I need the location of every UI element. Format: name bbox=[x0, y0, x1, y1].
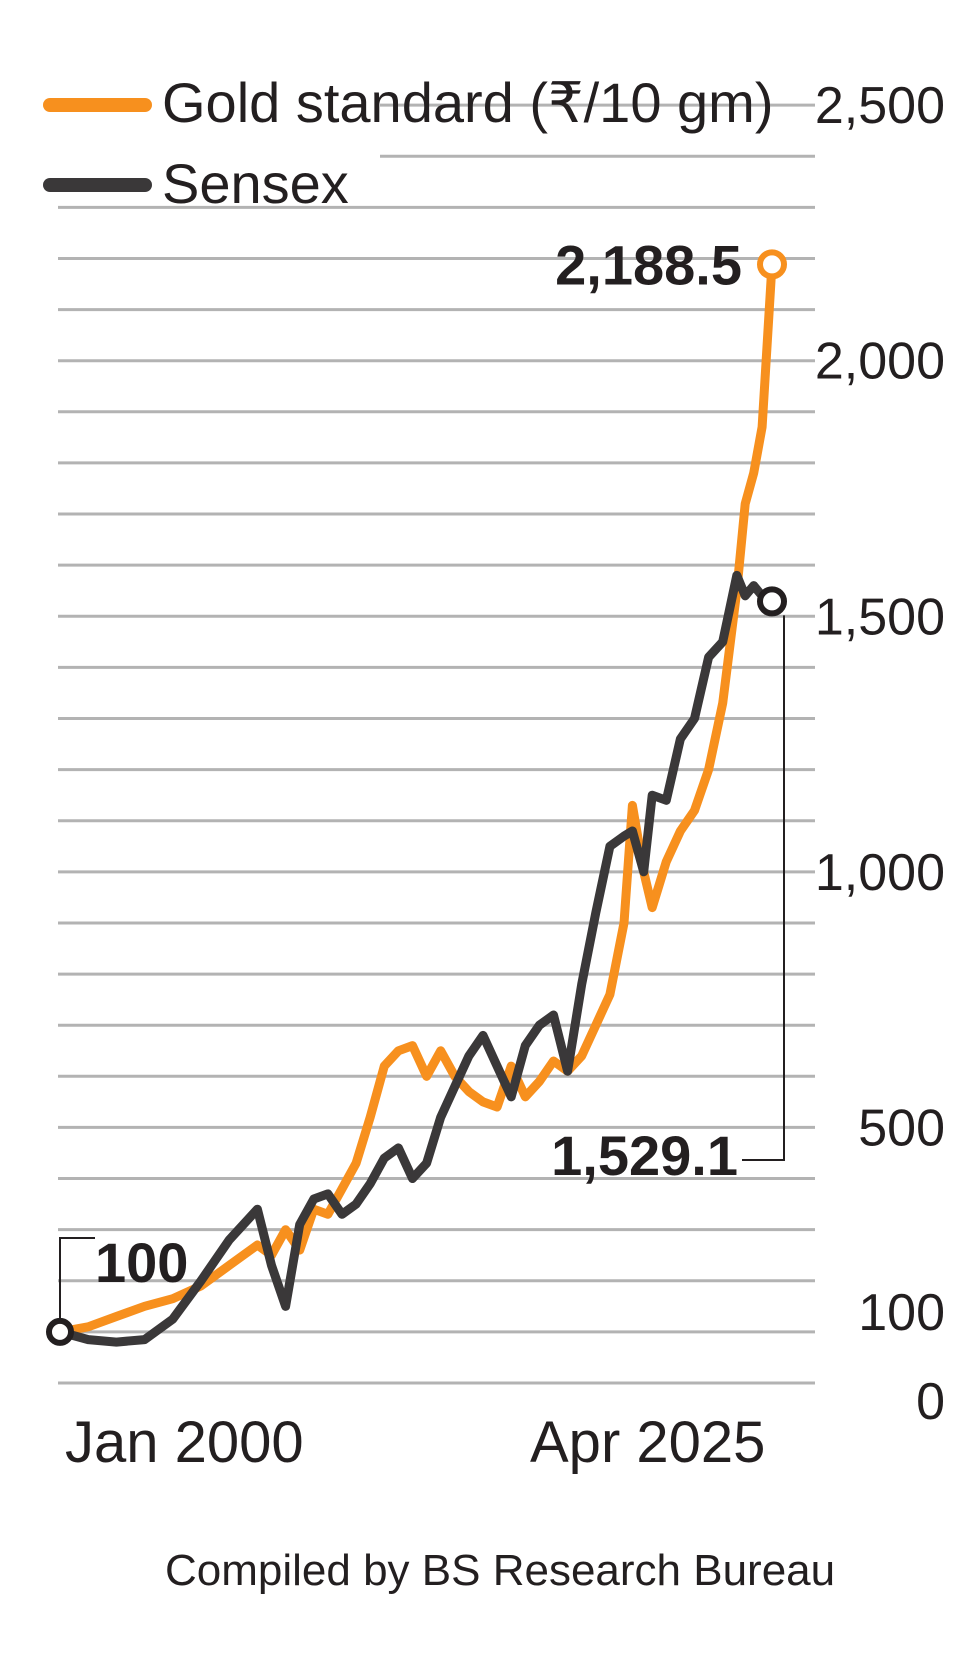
series-line-sensex bbox=[55, 570, 777, 1347]
y-tick-label: 2,500 bbox=[815, 77, 945, 135]
start-leader-line bbox=[59, 1237, 95, 1320]
gridlines bbox=[58, 103, 815, 1385]
x-axis-ticks: Jan 2000 Apr 2025 bbox=[65, 1410, 765, 1475]
source-note: Compiled by BS Research Bureau bbox=[165, 1546, 835, 1595]
legend-label-gold: Gold standard (₹/10 gm) bbox=[162, 71, 773, 134]
y-tick-label: 2,000 bbox=[815, 333, 945, 391]
x-tick-label-start: Jan 2000 bbox=[65, 1410, 304, 1475]
sensex-leader-line bbox=[742, 615, 785, 1161]
y-tick-label: 100 bbox=[858, 1284, 945, 1342]
start-value-label: 100 bbox=[95, 1231, 188, 1294]
legend-label-sensex: Sensex bbox=[162, 152, 349, 215]
y-axis-ticks: 2,500 2,000 1,500 1,000 500 100 0 bbox=[815, 77, 945, 1431]
gold-end-label: 2,188.5 bbox=[555, 233, 742, 296]
sensex-end-label: 1,529.1 bbox=[551, 1124, 738, 1187]
legend: Gold standard (₹/10 gm) Sensex bbox=[43, 71, 773, 215]
y-tick-label: 1,500 bbox=[815, 588, 945, 646]
annotations: 100 2,188.5 1,529.1 bbox=[46, 233, 787, 1346]
gold-end-marker bbox=[757, 249, 787, 280]
start-marker bbox=[46, 1317, 74, 1346]
series-lines bbox=[55, 259, 777, 1347]
y-tick-label: 1,000 bbox=[815, 844, 945, 902]
sensex-end-marker bbox=[757, 586, 787, 617]
y-tick-label: 0 bbox=[916, 1373, 945, 1431]
x-tick-label-end: Apr 2025 bbox=[530, 1410, 765, 1475]
y-tick-label: 500 bbox=[858, 1099, 945, 1157]
